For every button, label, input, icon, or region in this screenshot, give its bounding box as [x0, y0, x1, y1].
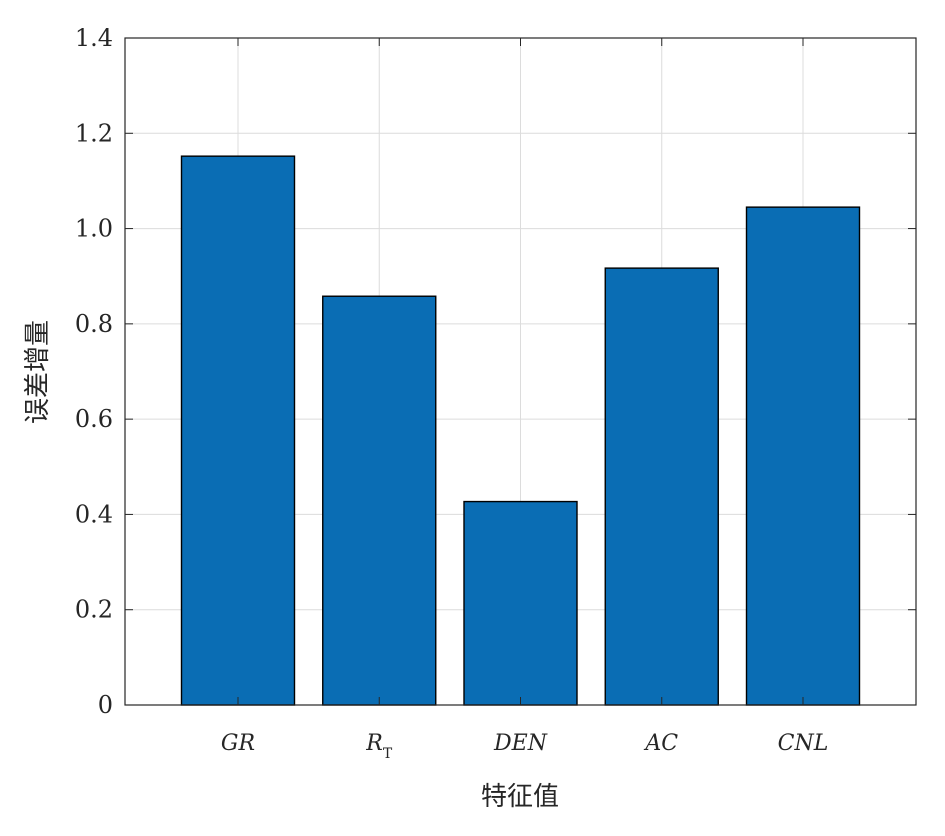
x-tick-label: CNL — [778, 731, 829, 756]
y-axis-title: 误差增量 — [23, 320, 53, 424]
y-axis-ticks: 0 0.2 0.4 0.6 0.8 1.0 1.2 1.4 — [75, 24, 916, 719]
y-tick-label: 1.0 — [75, 215, 113, 243]
y-tick-label: 0.8 — [75, 310, 113, 338]
bar-r — [322, 295, 437, 706]
bar-ac — [604, 267, 719, 706]
y-tick-label: 0.4 — [75, 500, 113, 528]
y-tick-label: 0 — [98, 691, 113, 719]
x-tick-label: AC — [643, 731, 678, 756]
y-tick-label: 0.6 — [75, 405, 113, 433]
bar-cnl — [745, 206, 861, 706]
bar-gr — [180, 155, 296, 706]
x-tick-label: RT — [365, 731, 393, 762]
y-tick-label: 0.2 — [75, 596, 113, 624]
y-tick-label: 1.2 — [75, 119, 113, 147]
x-tick-label: DEN — [493, 731, 548, 756]
x-tick-label-subscript: T — [383, 746, 393, 762]
x-axis-title: 特征值 — [481, 782, 559, 812]
bar-den — [463, 500, 578, 706]
x-tick-label: GR — [221, 731, 255, 756]
bars — [180, 155, 861, 706]
y-tick-label: 1.4 — [75, 24, 113, 52]
